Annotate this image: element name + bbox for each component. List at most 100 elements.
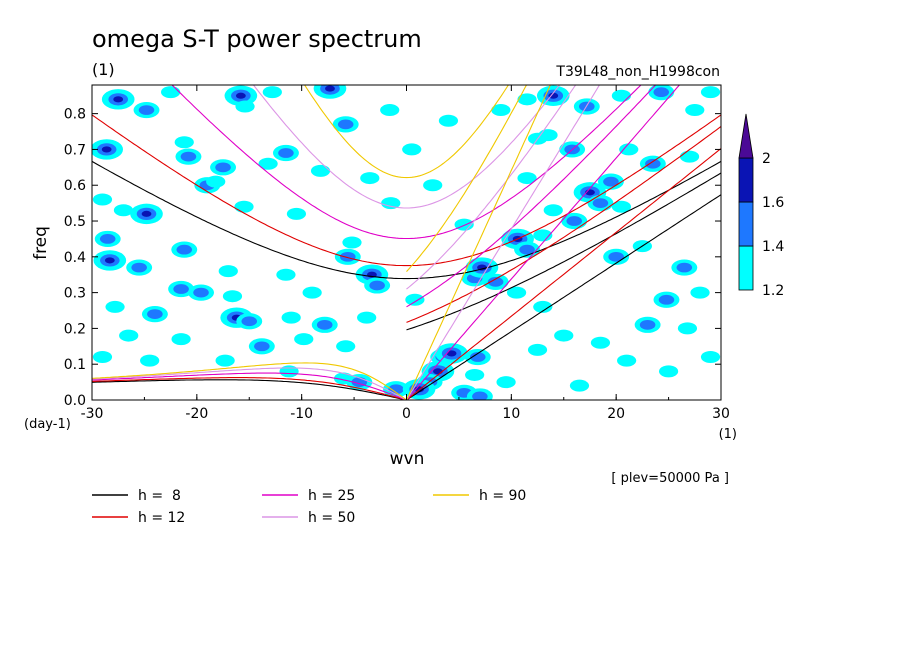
axis-ticks: -30 -20 -10 0 10 20 30 0.0 0.1 0.2 0.3 0.4 0.5 0.6 0.7… bbox=[64, 85, 730, 422]
contour-level-3 bbox=[433, 368, 443, 375]
power-contour-15 bbox=[310, 164, 331, 177]
contour-level-1 bbox=[171, 333, 191, 346]
contour-level-2 bbox=[470, 352, 486, 362]
power-contours bbox=[92, 85, 721, 400]
power-contour-9 bbox=[380, 104, 400, 117]
contour-level-1 bbox=[677, 322, 698, 335]
power-contour-106 bbox=[658, 365, 679, 378]
power-contour-95 bbox=[603, 248, 630, 265]
contour-level-1 bbox=[222, 290, 243, 303]
legend-entry-h25: h = 25 bbox=[262, 488, 355, 504]
contour-level-2 bbox=[340, 251, 356, 262]
contour-level-1 bbox=[617, 354, 637, 367]
power-contour-92 bbox=[685, 104, 705, 117]
curve-h50-branch-2 bbox=[406, 85, 577, 290]
contour-level-1 bbox=[360, 172, 380, 185]
power-contour-33 bbox=[302, 286, 322, 299]
contour-level-1 bbox=[685, 104, 705, 117]
contour-level-3 bbox=[141, 210, 152, 217]
power-contour-28 bbox=[276, 268, 296, 281]
power-contour-87 bbox=[517, 93, 537, 106]
power-contour-18 bbox=[130, 203, 163, 225]
contour-level-1 bbox=[161, 86, 181, 99]
contour-level-1 bbox=[234, 200, 254, 213]
contour-level-2 bbox=[566, 216, 583, 226]
contour-level-1 bbox=[554, 329, 574, 342]
contour-level-2 bbox=[180, 151, 197, 162]
curve-h25-branch-0 bbox=[406, 85, 681, 400]
contour-level-2 bbox=[608, 251, 624, 262]
contour-level-1 bbox=[590, 336, 611, 349]
curve-h8-branch-1 bbox=[92, 160, 721, 280]
power-contour-74 bbox=[543, 204, 563, 217]
colorbar-segment-1 bbox=[738, 201, 754, 247]
power-contour-108 bbox=[569, 379, 590, 392]
contour-level-2 bbox=[369, 280, 385, 291]
curve-h90-branch-3 bbox=[92, 362, 407, 400]
dispersion-curves bbox=[92, 85, 721, 400]
power-contour-111 bbox=[381, 197, 401, 210]
contour-level-2 bbox=[645, 158, 661, 169]
contour-level-1 bbox=[119, 329, 139, 342]
contour-level-3 bbox=[548, 92, 559, 99]
colorbar-segment-0 bbox=[738, 245, 754, 291]
contour-level-1 bbox=[690, 286, 710, 299]
curve-h90-branch-0 bbox=[405, 85, 551, 400]
power-contour-72 bbox=[533, 229, 553, 242]
x-axis-label: wvn bbox=[390, 449, 425, 469]
contour-level-1 bbox=[658, 365, 679, 378]
power-contour-32 bbox=[342, 236, 362, 249]
contour-level-1 bbox=[517, 172, 537, 185]
power-contour-8 bbox=[332, 116, 359, 133]
contour-level-2 bbox=[278, 148, 294, 158]
contour-level-2 bbox=[337, 119, 354, 130]
power-contour-110 bbox=[405, 293, 425, 306]
contour-level-1 bbox=[569, 379, 590, 392]
plot-area: -30 -20 -10 0 10 20 30 0.0 0.1 0.2 0.3 0.4 0.5 0.6 0.7… bbox=[64, 84, 730, 422]
power-contour-47 bbox=[294, 333, 314, 346]
contour-level-2 bbox=[241, 316, 258, 327]
contour-level-2 bbox=[639, 319, 656, 330]
plev-label: [ plev=50000 Pa ] bbox=[611, 471, 729, 486]
x-tick-label: 10 bbox=[502, 406, 520, 422]
contour-level-1 bbox=[294, 333, 314, 346]
contour-level-1 bbox=[405, 293, 425, 306]
contour-level-2 bbox=[676, 262, 693, 273]
contour-level-1 bbox=[279, 365, 299, 378]
y-tick-label: 0.0 bbox=[64, 393, 86, 409]
legend-entry-h8: h = 8 bbox=[92, 488, 181, 504]
contour-level-3 bbox=[113, 96, 124, 103]
y-tick-label: 0.5 bbox=[64, 214, 86, 230]
contour-level-1 bbox=[235, 100, 255, 113]
colorbar: 1.2 1.4 1.6 2 bbox=[738, 113, 784, 299]
power-contour-93 bbox=[700, 86, 721, 99]
power-contour-91 bbox=[648, 85, 675, 101]
power-contour-100 bbox=[634, 316, 661, 333]
y-tick-label: 0.8 bbox=[64, 107, 86, 123]
power-contour-86 bbox=[491, 104, 511, 117]
power-contour-84 bbox=[639, 155, 666, 172]
contour-level-1 bbox=[92, 351, 113, 364]
power-contour-52 bbox=[279, 365, 299, 378]
contour-level-1 bbox=[92, 193, 113, 206]
curve-h12-branch-2 bbox=[406, 126, 721, 323]
power-contour-98 bbox=[653, 291, 680, 308]
contour-level-1 bbox=[262, 86, 282, 99]
contour-level-1 bbox=[491, 104, 511, 117]
contour-level-1 bbox=[611, 200, 632, 213]
legend-entry-h50: h = 50 bbox=[262, 510, 355, 526]
chart-subtitle: (1) bbox=[92, 60, 115, 79]
power-contour-25 bbox=[126, 259, 153, 276]
power-contour-65 bbox=[496, 376, 516, 389]
power-contour-64 bbox=[466, 388, 493, 400]
y-tick-label: 0.4 bbox=[64, 250, 86, 266]
contour-level-2 bbox=[653, 87, 670, 98]
colorbar-label: 2 bbox=[762, 151, 771, 167]
y-tick-label: 0.3 bbox=[64, 286, 86, 302]
contour-level-1 bbox=[517, 93, 537, 106]
contour-level-1 bbox=[215, 354, 235, 367]
contour-level-3 bbox=[235, 92, 246, 99]
power-contour-38 bbox=[105, 300, 125, 313]
power-contour-68 bbox=[482, 273, 509, 290]
